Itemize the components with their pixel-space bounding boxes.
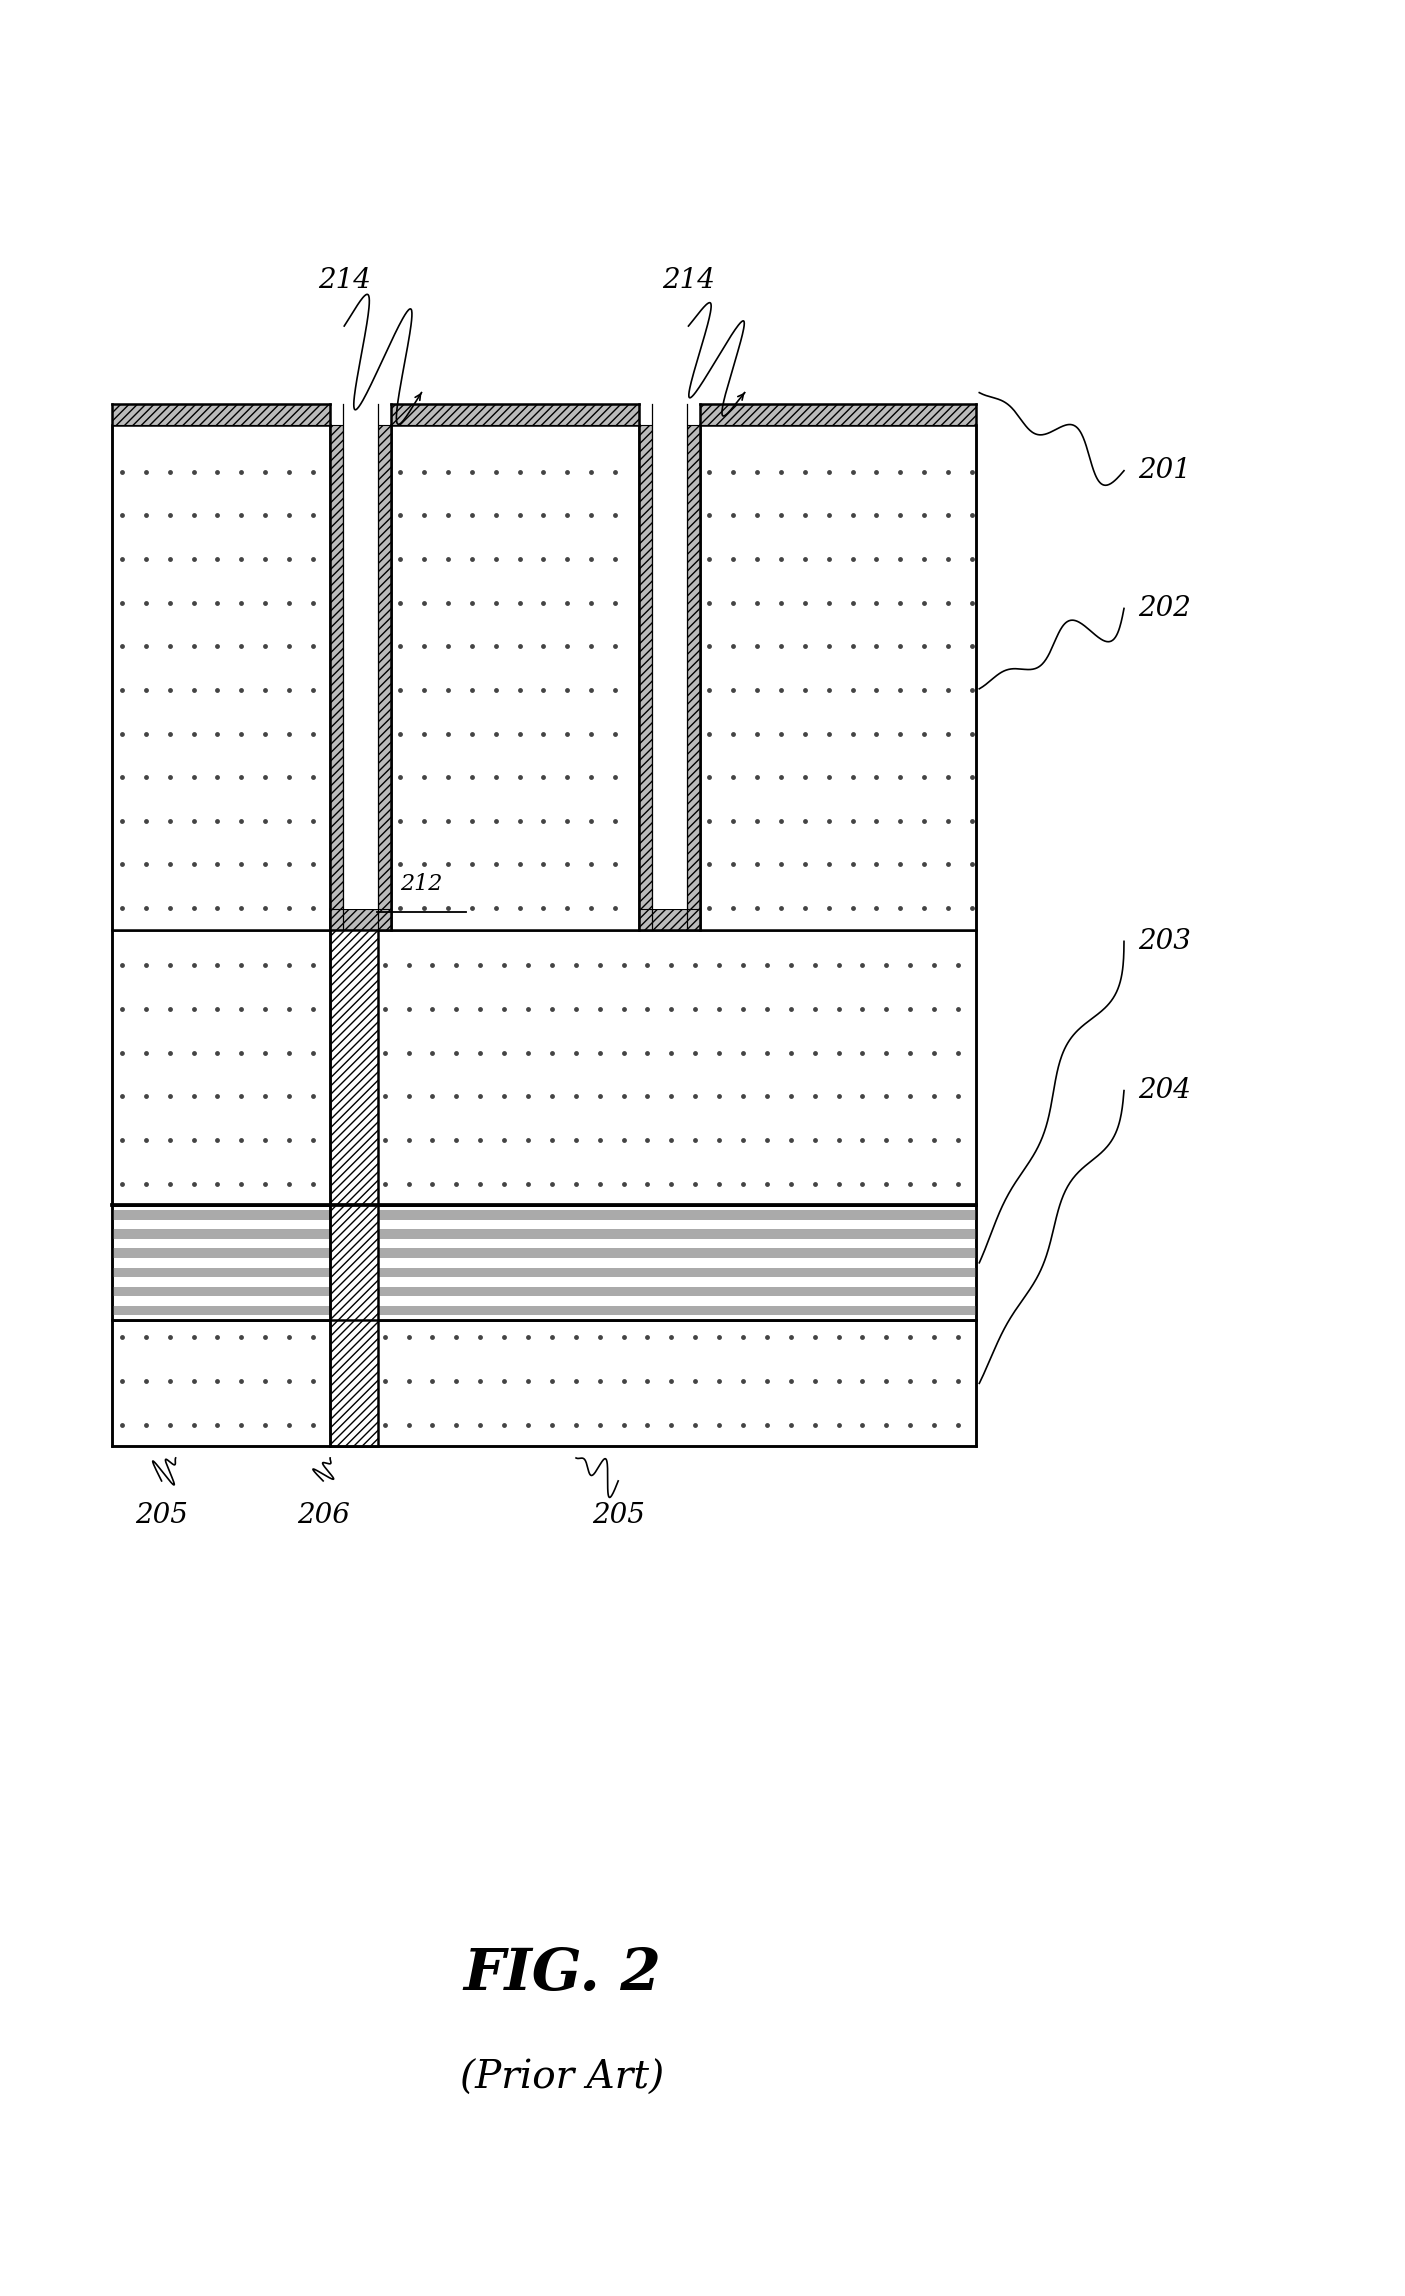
Bar (112, 1228, 976, 1240)
Bar (112, 930, 976, 1205)
Text: 205: 205 (592, 1502, 645, 1529)
Bar (112, 1267, 976, 1277)
Text: FIG. 2: FIG. 2 (464, 1947, 660, 2002)
Bar (112, 425, 330, 930)
Bar (700, 425, 976, 930)
Bar (652, 425, 687, 909)
Bar (687, 425, 700, 930)
Text: (Prior Art): (Prior Art) (459, 2060, 665, 2096)
Bar (378, 425, 391, 930)
Text: 202: 202 (1138, 595, 1191, 622)
Text: 212: 212 (400, 872, 443, 895)
Bar (343, 425, 378, 909)
Bar (330, 909, 391, 930)
Bar (112, 404, 330, 425)
Bar (112, 1286, 976, 1297)
Bar (330, 425, 343, 930)
Bar (391, 404, 639, 425)
Bar (391, 425, 639, 930)
Bar (639, 909, 700, 930)
Bar (639, 425, 652, 930)
Text: 214: 214 (318, 266, 371, 294)
Bar (112, 1306, 976, 1316)
Bar (700, 404, 976, 425)
Bar (112, 1320, 976, 1446)
Text: 201: 201 (1138, 457, 1191, 484)
Text: 206: 206 (296, 1502, 350, 1529)
Text: 204: 204 (1138, 1077, 1191, 1104)
Text: 205: 205 (135, 1502, 188, 1529)
Bar (112, 1205, 976, 1320)
Text: 214: 214 (662, 266, 715, 294)
Text: 203: 203 (1138, 928, 1191, 955)
Bar (112, 1249, 976, 1258)
Bar (112, 1210, 976, 1219)
Bar (330, 909, 378, 1446)
